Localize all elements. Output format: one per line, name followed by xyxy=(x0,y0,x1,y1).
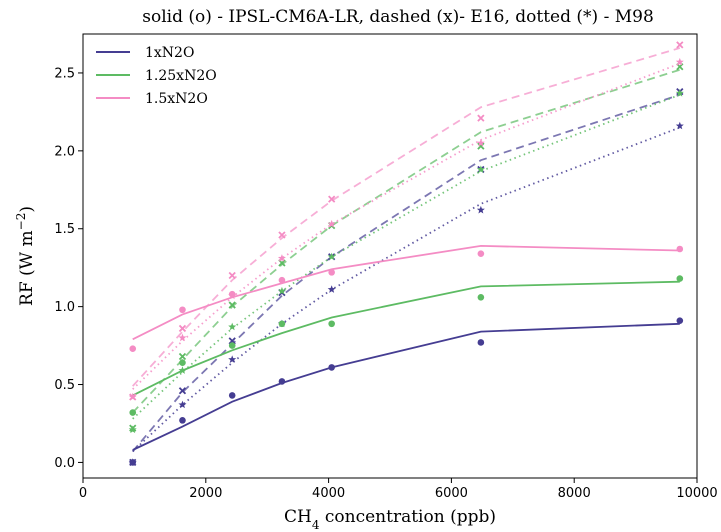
ipsl-point xyxy=(328,364,335,371)
m98-point xyxy=(128,425,137,434)
ipsl-point xyxy=(676,275,684,282)
e16-point xyxy=(278,231,286,239)
ipsl-point xyxy=(328,320,335,328)
legend-label: 1.5xN2O xyxy=(145,91,208,107)
ipsl-point xyxy=(477,293,485,301)
m98-point xyxy=(675,89,684,97)
ipsl-point xyxy=(228,342,236,349)
m98-point xyxy=(277,254,286,262)
series-0 xyxy=(128,88,684,467)
ipsl-point xyxy=(179,417,186,424)
legend: 1xN2O 1.25xN2O 1.5xN2O xyxy=(96,45,217,107)
e16-point xyxy=(228,271,236,280)
m98-point xyxy=(277,286,286,295)
m98-point xyxy=(327,219,336,228)
ipsl-point xyxy=(179,306,186,314)
m98-point xyxy=(228,291,237,300)
y-tick-label: 2.5 xyxy=(54,66,75,81)
m98-point xyxy=(476,138,485,147)
m98-point xyxy=(228,322,237,331)
m98-line xyxy=(132,62,681,390)
x-tick-label: 8000 xyxy=(558,486,591,501)
e16-point xyxy=(477,142,485,150)
series-2 xyxy=(128,41,684,401)
y-tick-label: 1.5 xyxy=(54,222,75,237)
m98-point xyxy=(178,400,187,409)
ipsl-point xyxy=(129,345,137,352)
ipsl-point xyxy=(228,392,236,399)
axes-ticks: 0 2000 4000 6000 8000 10000 0.0 0.5 1.0 1.5 2.0 2.5 xyxy=(54,66,717,501)
m98-point xyxy=(178,333,187,342)
series-1 xyxy=(128,63,684,434)
e16-point xyxy=(228,337,236,345)
x-tick-label: 10000 xyxy=(676,486,717,501)
m98-point xyxy=(327,252,336,261)
m98-point xyxy=(476,205,485,214)
ipsl-point xyxy=(278,378,286,385)
x-tick-label: 6000 xyxy=(435,486,468,501)
ipsl-point xyxy=(676,245,684,253)
ipsl-point xyxy=(129,409,137,416)
x-tick-label: 2000 xyxy=(189,486,222,501)
y-tick-label: 0.0 xyxy=(54,456,75,471)
e16-line xyxy=(132,93,681,453)
e16-point xyxy=(228,301,236,309)
y-tick-label: 1.0 xyxy=(54,300,75,315)
e16-point xyxy=(178,387,187,395)
axes-frame xyxy=(82,33,698,479)
legend-label: 1.25xN2O xyxy=(145,68,217,84)
plot-area xyxy=(128,41,684,467)
y-tick-label: 2.0 xyxy=(54,144,75,159)
ipsl-point xyxy=(278,320,286,328)
ipsl-point xyxy=(477,250,485,257)
y-tick-label: 0.5 xyxy=(54,378,75,393)
ipsl-point xyxy=(477,339,485,346)
m98-point xyxy=(327,285,336,293)
ipsl-line xyxy=(132,322,680,451)
y-axis-label: RF (W m−2) xyxy=(14,206,37,306)
m98-point xyxy=(128,458,137,466)
e16-point xyxy=(328,195,336,203)
ipsl-point xyxy=(328,269,335,276)
e16-point xyxy=(676,41,684,49)
m98-line xyxy=(132,126,681,453)
ipsl-point xyxy=(179,359,186,367)
m98-point xyxy=(675,57,684,66)
e16-point xyxy=(178,324,187,333)
m98-point xyxy=(128,392,137,401)
chart-title: solid (o) - IPSL-CM6A-LR, dashed (x)- E1… xyxy=(142,7,654,27)
m98-point xyxy=(178,366,187,374)
ipsl-point xyxy=(278,276,286,284)
x-axis-label: CH4 concentration (ppb) xyxy=(284,507,496,532)
x-tick-label: 0 xyxy=(79,486,87,501)
e16-point xyxy=(178,352,187,361)
m98-point xyxy=(476,165,485,173)
ipsl-point xyxy=(676,317,684,324)
m98-point xyxy=(675,121,684,130)
e16-point xyxy=(477,114,485,122)
legend-label: 1xN2O xyxy=(145,45,194,61)
x-tick-label: 4000 xyxy=(312,486,345,501)
e16-line xyxy=(132,47,681,387)
m98-point xyxy=(228,355,237,363)
